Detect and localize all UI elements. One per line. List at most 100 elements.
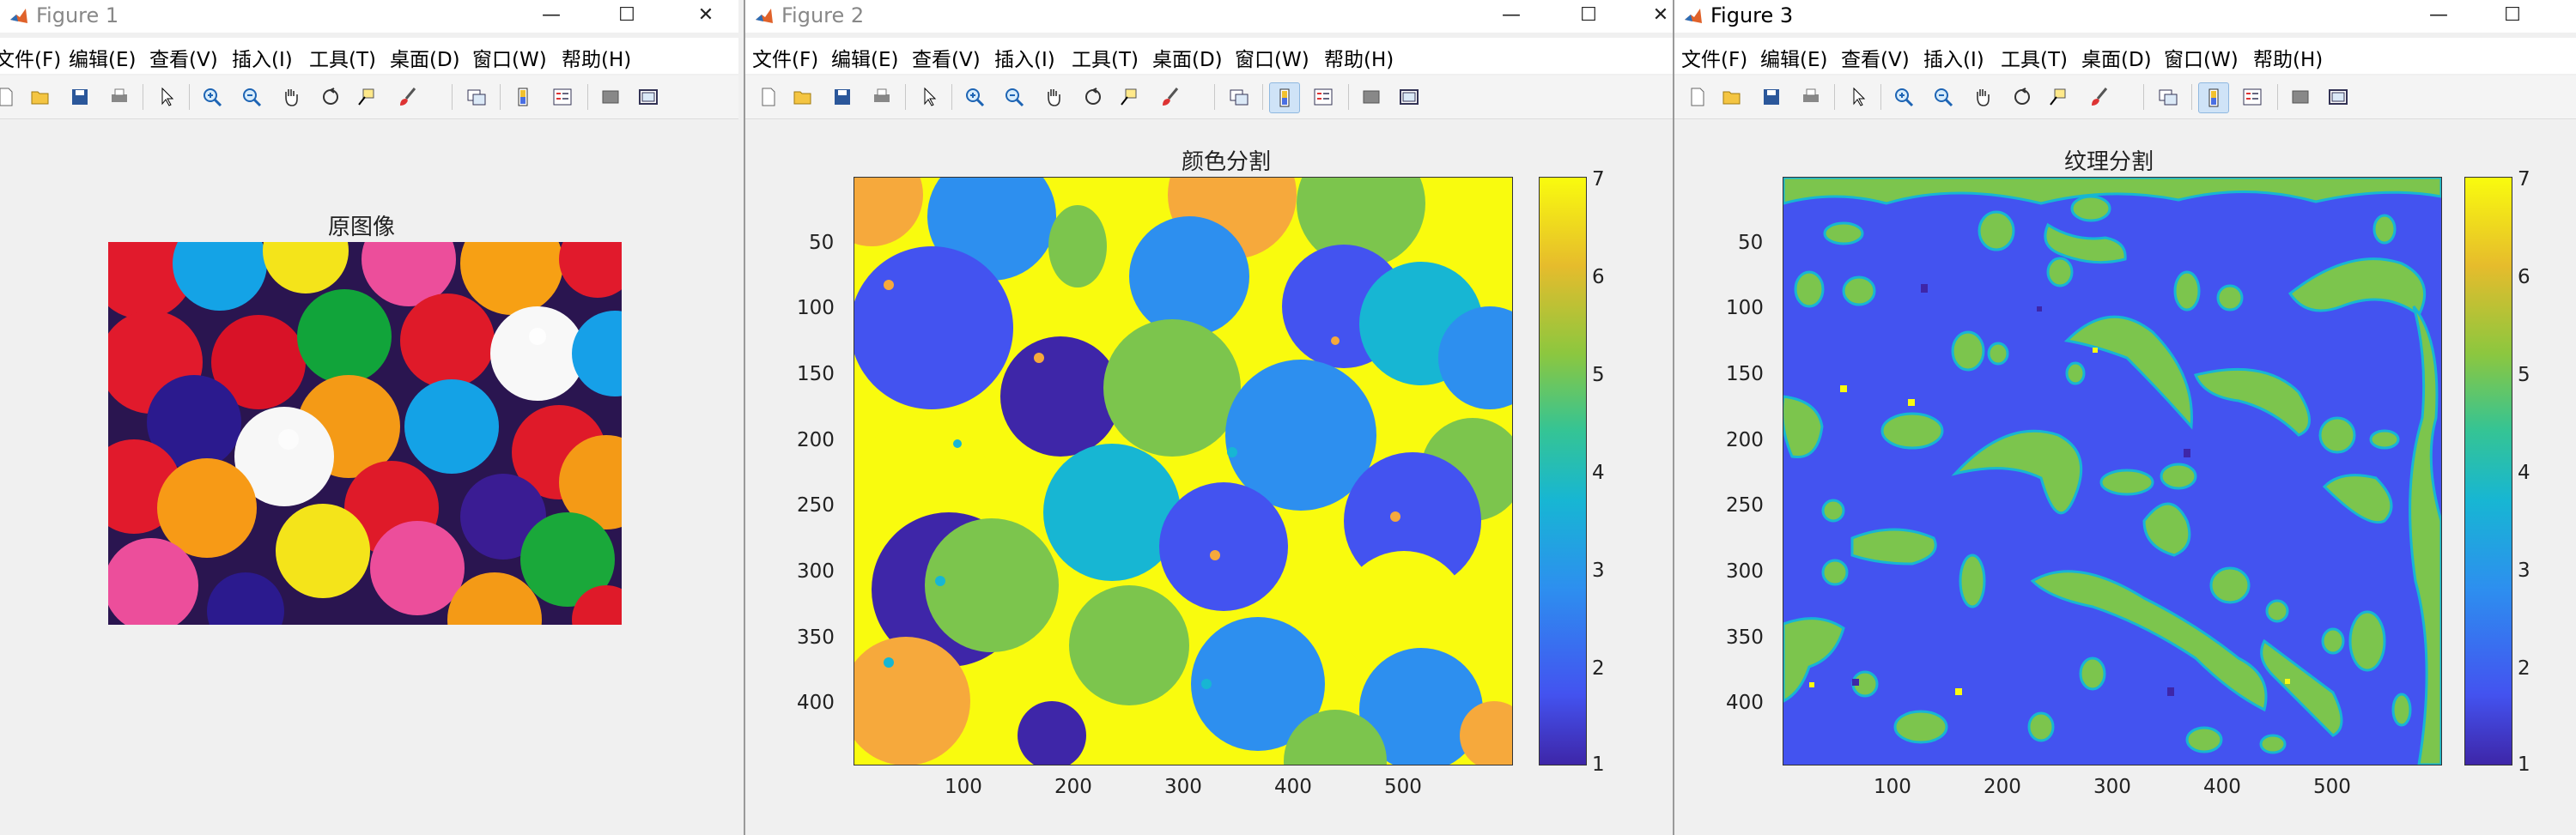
- menu-desktop[interactable]: 桌面(D): [1152, 49, 1223, 71]
- menu-insert[interactable]: 插入(I): [994, 49, 1055, 71]
- menu-edit[interactable]: 编辑(E): [1760, 49, 1828, 71]
- link-plot-icon[interactable]: [462, 82, 491, 112]
- menu-help[interactable]: 帮助(H): [2253, 49, 2324, 71]
- menu-tools[interactable]: 工具(T): [309, 49, 376, 71]
- figure-1-window: Figure 1 — ☐ ✕ 文件(F) 编辑(E) 查看(V) 插入(I) 工…: [0, 0, 738, 835]
- maximize-button[interactable]: ☐: [618, 4, 635, 26]
- pointer-icon[interactable]: [153, 82, 182, 112]
- colorbar-tick-label: 6: [2518, 266, 2530, 288]
- colorbar-tick-label: 6: [1592, 266, 1605, 288]
- menu-view[interactable]: 查看(V): [1841, 49, 1910, 71]
- menu-insert[interactable]: 插入(I): [232, 49, 293, 71]
- pan-icon[interactable]: [1039, 82, 1068, 112]
- y-tick-label: 400: [1726, 692, 1764, 714]
- y-tick-label: 300: [797, 560, 835, 583]
- close-button[interactable]: ✕: [697, 4, 714, 26]
- open-folder-icon[interactable]: [26, 82, 55, 112]
- show-plot-tools-icon[interactable]: [634, 82, 663, 112]
- axes-title: 颜色分割: [1182, 149, 1272, 175]
- title-bar[interactable]: Figure 1 — ☐ ✕: [0, 0, 738, 33]
- show-plot-tools-icon[interactable]: [2324, 82, 2353, 112]
- zoom-out-icon[interactable]: [999, 82, 1029, 112]
- print-icon[interactable]: [1796, 82, 1826, 112]
- menu-window[interactable]: 窗口(W): [2164, 49, 2239, 71]
- menu-view[interactable]: 查看(V): [149, 49, 218, 71]
- x-tick-label: 400: [2203, 776, 2241, 798]
- new-file-icon[interactable]: [754, 82, 783, 112]
- rotate-3d-icon[interactable]: [2008, 82, 2037, 112]
- zoom-out-icon[interactable]: [1929, 82, 1958, 112]
- insert-colorbar-icon[interactable]: [508, 82, 538, 112]
- data-cursor-icon[interactable]: [1115, 82, 1144, 112]
- menu-tools[interactable]: 工具(T): [1072, 49, 1139, 71]
- pointer-icon[interactable]: [1844, 82, 1874, 112]
- menu-edit[interactable]: 编辑(E): [69, 49, 137, 71]
- open-folder-icon[interactable]: [788, 82, 817, 112]
- zoom-in-icon[interactable]: [197, 82, 227, 112]
- title-bar[interactable]: Figure 3 — ☐: [1674, 0, 2576, 33]
- y-tick-label: 250: [797, 494, 835, 517]
- colorbar: [2464, 177, 2512, 765]
- insert-colorbar-icon[interactable]: [2198, 82, 2229, 113]
- menu-file[interactable]: 文件(F): [0, 49, 62, 71]
- menu-file[interactable]: 文件(F): [1681, 49, 1748, 71]
- brush-icon[interactable]: [393, 82, 422, 112]
- minimize-button[interactable]: —: [542, 4, 561, 26]
- rotate-3d-icon[interactable]: [316, 82, 345, 112]
- y-tick-label: 200: [797, 429, 835, 451]
- minimize-button[interactable]: —: [1502, 4, 1521, 26]
- menu-tools[interactable]: 工具(T): [2001, 49, 2068, 71]
- insert-colorbar-icon[interactable]: [1269, 82, 1300, 113]
- maximize-button[interactable]: ☐: [1580, 4, 1597, 26]
- link-plot-icon[interactable]: [1224, 82, 1254, 112]
- brush-icon[interactable]: [2085, 82, 2114, 112]
- brush-icon[interactable]: [1156, 82, 1185, 112]
- y-tick-label: 350: [1726, 626, 1764, 649]
- save-icon[interactable]: [65, 82, 94, 112]
- x-tick-label: 400: [1274, 776, 1312, 798]
- menu-window[interactable]: 窗口(W): [472, 49, 547, 71]
- print-icon[interactable]: [867, 82, 896, 112]
- colorbar-tick-label: 3: [1592, 560, 1605, 582]
- maximize-button[interactable]: ☐: [2504, 4, 2521, 26]
- zoom-in-icon[interactable]: [1889, 82, 1918, 112]
- new-file-icon[interactable]: [1683, 82, 1712, 112]
- menu-help[interactable]: 帮助(H): [1324, 49, 1394, 71]
- zoom-in-icon[interactable]: [960, 82, 989, 112]
- minimize-button[interactable]: —: [2429, 4, 2448, 26]
- menu-insert[interactable]: 插入(I): [1923, 49, 1984, 71]
- rotate-3d-icon[interactable]: [1078, 82, 1108, 112]
- axes-title: 纹理分割: [2064, 149, 2154, 175]
- zoom-out-icon[interactable]: [237, 82, 266, 112]
- show-plot-tools-icon[interactable]: [1394, 82, 1424, 112]
- print-icon[interactable]: [105, 82, 134, 112]
- menu-bar: 文件(F) 编辑(E) 查看(V) 插入(I) 工具(T) 桌面(D) 窗口(W…: [1674, 38, 2576, 74]
- link-plot-icon[interactable]: [2154, 82, 2183, 112]
- menu-file[interactable]: 文件(F): [752, 49, 819, 71]
- pan-icon[interactable]: [1968, 82, 1997, 112]
- data-cursor-icon[interactable]: [2044, 82, 2073, 112]
- insert-legend-icon[interactable]: [1309, 82, 1338, 112]
- data-cursor-icon[interactable]: [352, 82, 381, 112]
- pan-icon[interactable]: [276, 82, 306, 112]
- insert-legend-icon[interactable]: [2238, 82, 2267, 112]
- save-icon[interactable]: [828, 82, 857, 112]
- insert-legend-icon[interactable]: [548, 82, 577, 112]
- hide-plot-tools-icon[interactable]: [1357, 82, 1386, 112]
- menu-help[interactable]: 帮助(H): [562, 49, 632, 71]
- close-button[interactable]: ✕: [1652, 4, 1669, 26]
- pointer-icon[interactable]: [915, 82, 945, 112]
- title-bar[interactable]: Figure 2 — ☐ ✕: [745, 0, 1673, 33]
- open-folder-icon[interactable]: [1717, 82, 1747, 112]
- menu-desktop[interactable]: 桌面(D): [390, 49, 460, 71]
- y-tick-label: 150: [1726, 363, 1764, 385]
- menu-window[interactable]: 窗口(W): [1235, 49, 1309, 71]
- hide-plot-tools-icon[interactable]: [596, 82, 625, 112]
- save-icon[interactable]: [1757, 82, 1786, 112]
- menu-desktop[interactable]: 桌面(D): [2081, 49, 2152, 71]
- hide-plot-tools-icon[interactable]: [2286, 82, 2315, 112]
- menu-edit[interactable]: 编辑(E): [831, 49, 899, 71]
- original-image: [108, 242, 622, 625]
- new-file-icon[interactable]: [0, 82, 21, 112]
- menu-view[interactable]: 查看(V): [912, 49, 981, 71]
